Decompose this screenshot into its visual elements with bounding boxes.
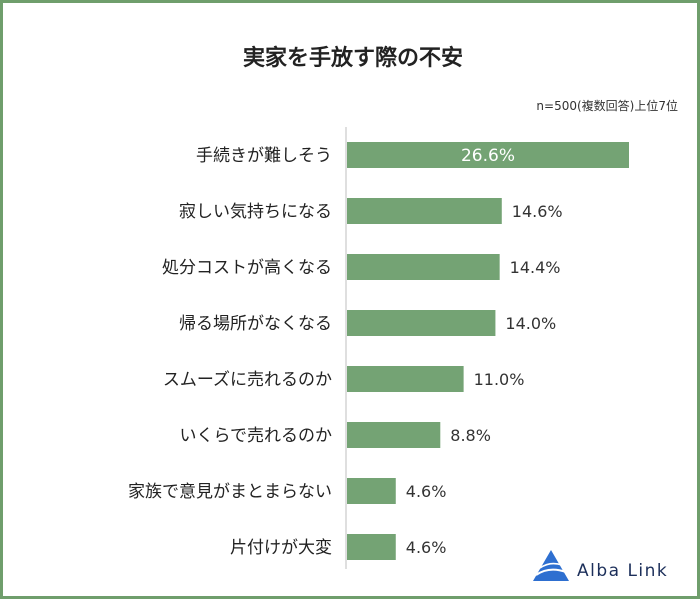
bar (347, 366, 464, 392)
brand-name: Alba Link (577, 561, 668, 581)
bar (347, 142, 629, 168)
data-label: 4.6% (406, 482, 447, 501)
data-label: 14.0% (505, 314, 556, 333)
bar (347, 422, 441, 448)
bar-chart: 実家を手放す際の不安 n=500(複数回答)上位7位 手続きが難しそう 26.6%… (128, 45, 678, 581)
data-label: 14.4% (510, 258, 561, 277)
category-label: 処分コストが高くなる (162, 258, 332, 278)
bar (347, 310, 496, 336)
category-label: 家族で意見がまとまらない (128, 482, 332, 502)
category-label: 寂しい気持ちになる (179, 202, 332, 222)
bar (347, 254, 500, 280)
category-label: いくらで売れるのか (180, 426, 333, 446)
brand-logo: Alba Link (533, 550, 668, 581)
data-label: 4.6% (406, 538, 447, 557)
data-label: 26.6% (461, 146, 515, 166)
data-label: 8.8% (450, 426, 491, 445)
bar (347, 198, 502, 224)
category-label: 手続きが難しそう (196, 146, 332, 166)
chart-title: 実家を手放す際の不安 (243, 45, 463, 71)
data-label: 11.0% (474, 370, 525, 389)
category-label: 帰る場所がなくなる (179, 314, 332, 334)
data-label: 14.6% (512, 202, 563, 221)
sample-note: n=500(複数回答)上位7位 (536, 98, 678, 113)
triangle-wave-logo-icon (533, 550, 569, 581)
category-label: 片付けが大変 (230, 538, 332, 558)
bars-group: 手続きが難しそう 26.6% 寂しい気持ちになる 14.6% 処分コストが高くなる 14.… (128, 142, 629, 560)
bar (347, 534, 396, 560)
bar (347, 478, 396, 504)
category-label: スムーズに売れるのか (163, 370, 332, 390)
